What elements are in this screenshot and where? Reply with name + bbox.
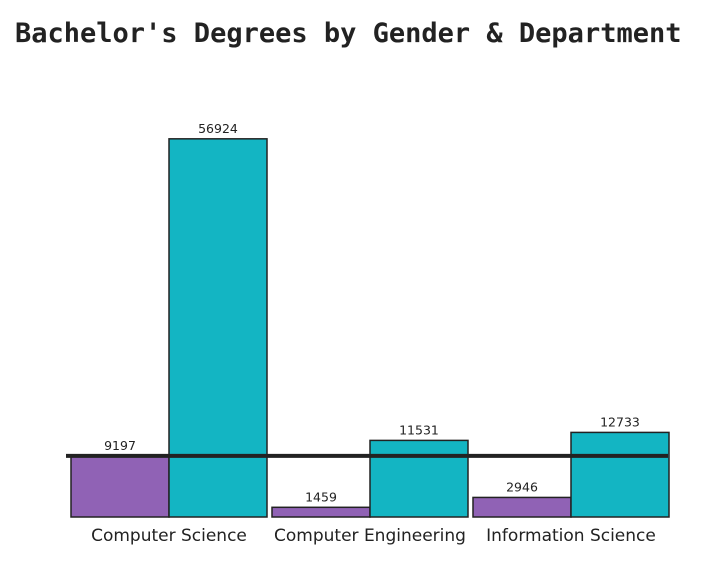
data-label-1-series-2: 56924 [198, 121, 238, 136]
data-label-2-series-1: 1459 [305, 489, 337, 504]
bar-1-series-1 [71, 456, 169, 517]
bars-layer [71, 139, 669, 517]
bar-3-series-1 [473, 497, 571, 517]
category-label-1: Computer Science [91, 526, 247, 546]
data-label-2-series-2: 11531 [399, 422, 439, 437]
bar-2-series-1 [272, 507, 370, 517]
bar-1-series-2 [169, 139, 267, 517]
data-label-3-series-2: 12733 [600, 414, 640, 429]
bar-2-series-2 [370, 440, 468, 517]
bar-3-series-2 [571, 432, 669, 517]
category-label-2: Computer Engineering [274, 526, 466, 546]
data-label-1-series-1: 9197 [104, 438, 136, 453]
category-label-3: Information Science [486, 526, 656, 546]
data-label-3-series-1: 2946 [506, 479, 538, 494]
